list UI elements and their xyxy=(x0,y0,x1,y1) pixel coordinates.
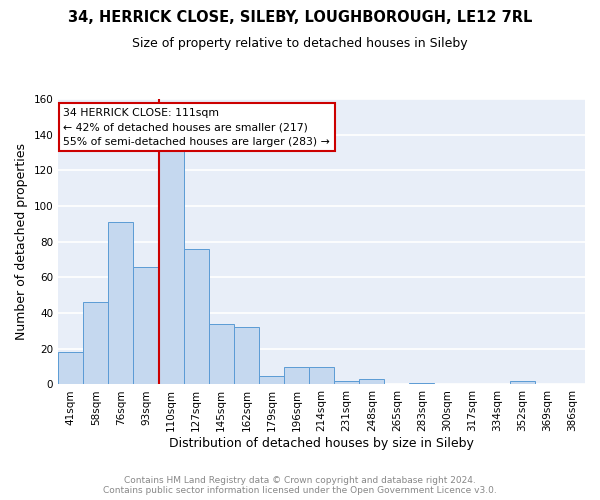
Bar xyxy=(58,352,83,384)
Text: 34 HERRICK CLOSE: 111sqm
← 42% of detached houses are smaller (217)
55% of semi-: 34 HERRICK CLOSE: 111sqm ← 42% of detach… xyxy=(64,108,330,147)
Bar xyxy=(83,302,109,384)
Text: Contains HM Land Registry data © Crown copyright and database right 2024.
Contai: Contains HM Land Registry data © Crown c… xyxy=(103,476,497,495)
Bar xyxy=(510,381,535,384)
Bar xyxy=(209,324,234,384)
Bar xyxy=(359,379,385,384)
Bar xyxy=(109,222,133,384)
Bar xyxy=(334,381,359,384)
Bar xyxy=(409,382,434,384)
Bar xyxy=(309,366,334,384)
Bar xyxy=(133,266,158,384)
Bar xyxy=(259,376,284,384)
Text: 34, HERRICK CLOSE, SILEBY, LOUGHBOROUGH, LE12 7RL: 34, HERRICK CLOSE, SILEBY, LOUGHBOROUGH,… xyxy=(68,10,532,25)
X-axis label: Distribution of detached houses by size in Sileby: Distribution of detached houses by size … xyxy=(169,437,474,450)
Y-axis label: Number of detached properties: Number of detached properties xyxy=(15,143,28,340)
Text: Size of property relative to detached houses in Sileby: Size of property relative to detached ho… xyxy=(132,38,468,51)
Bar xyxy=(284,366,309,384)
Bar xyxy=(184,249,209,384)
Bar xyxy=(158,150,184,384)
Bar xyxy=(234,328,259,384)
